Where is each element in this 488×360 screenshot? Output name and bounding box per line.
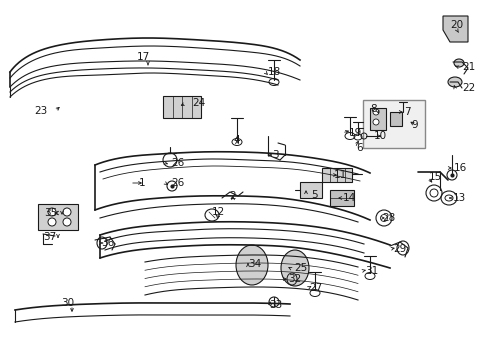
Text: 11: 11 (333, 170, 346, 180)
Ellipse shape (444, 195, 452, 201)
Text: 14: 14 (342, 193, 355, 203)
Text: 1: 1 (139, 178, 145, 188)
Bar (329, 190, 353, 206)
Text: 31: 31 (365, 266, 378, 276)
Text: 19: 19 (347, 128, 361, 138)
Text: 9: 9 (411, 120, 417, 130)
Ellipse shape (63, 208, 71, 216)
Text: 25: 25 (294, 263, 307, 273)
Text: 32: 32 (288, 274, 301, 284)
Text: 17: 17 (136, 52, 149, 62)
Text: 6: 6 (356, 143, 363, 153)
Text: 33: 33 (269, 300, 282, 310)
Text: 22: 22 (462, 83, 475, 93)
Text: 7: 7 (403, 107, 409, 117)
Bar (389, 112, 401, 126)
Bar (369, 108, 385, 130)
Text: 28: 28 (382, 213, 395, 223)
Ellipse shape (281, 250, 308, 286)
Text: 36: 36 (101, 238, 114, 248)
Polygon shape (442, 16, 467, 42)
Ellipse shape (453, 59, 463, 67)
Text: 21: 21 (462, 62, 475, 72)
Text: 18: 18 (267, 67, 280, 77)
Ellipse shape (372, 119, 378, 125)
Text: 12: 12 (211, 207, 224, 217)
Text: 23: 23 (34, 106, 47, 116)
Text: 34: 34 (248, 259, 261, 269)
Text: 8: 8 (370, 104, 377, 114)
Ellipse shape (380, 215, 386, 221)
Text: 37: 37 (43, 232, 57, 242)
Text: 3: 3 (271, 150, 278, 160)
Ellipse shape (447, 77, 461, 87)
Ellipse shape (48, 218, 56, 226)
Text: 30: 30 (61, 298, 74, 308)
Text: 26: 26 (171, 178, 184, 188)
Bar (38, 204, 78, 230)
Text: 35: 35 (44, 208, 58, 218)
Text: 2: 2 (229, 191, 236, 201)
Text: 4: 4 (233, 135, 240, 145)
Text: 13: 13 (451, 193, 465, 203)
Ellipse shape (48, 208, 56, 216)
Ellipse shape (429, 189, 437, 197)
Ellipse shape (236, 245, 267, 285)
Text: 10: 10 (373, 131, 386, 141)
Bar (299, 182, 321, 198)
Text: 24: 24 (192, 98, 205, 108)
Text: 16: 16 (452, 163, 466, 173)
Text: 15: 15 (427, 172, 441, 182)
Bar (321, 168, 351, 182)
Text: 26: 26 (171, 158, 184, 168)
Text: 27: 27 (309, 283, 322, 293)
Bar (362, 100, 424, 148)
Ellipse shape (63, 218, 71, 226)
Bar (163, 96, 201, 118)
Ellipse shape (372, 109, 378, 115)
Text: 20: 20 (449, 20, 463, 30)
Text: 5: 5 (310, 190, 317, 200)
Text: 29: 29 (392, 244, 406, 254)
